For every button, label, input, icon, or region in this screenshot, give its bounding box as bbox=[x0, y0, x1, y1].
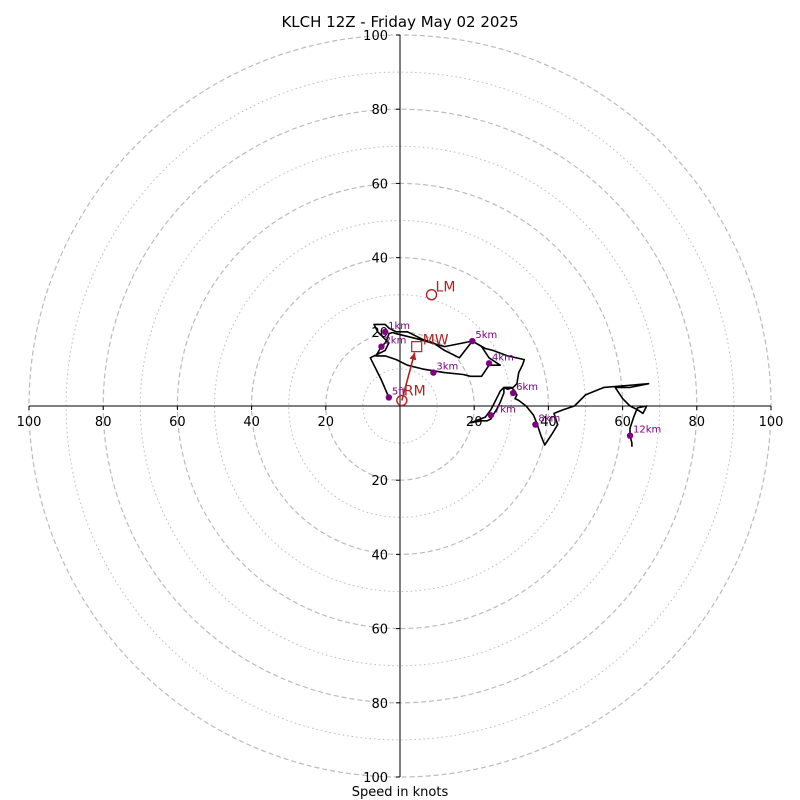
x-tick-label: 60 bbox=[614, 415, 631, 430]
tick-labels: 100 80 60 40 20 20 40 60 80 100100806040202040608… bbox=[17, 29, 784, 786]
x-tick-label: 80 bbox=[689, 415, 706, 430]
height-marker-5ft bbox=[385, 394, 393, 401]
height-marker-4km bbox=[485, 360, 493, 367]
x-tick-label: 40 bbox=[540, 415, 557, 430]
chart-title: KLCH 12Z - Friday May 02 2025 bbox=[281, 13, 518, 31]
mean-wind-marker bbox=[411, 341, 423, 353]
right-mover-marker bbox=[396, 394, 408, 407]
height-label-2km: 2km bbox=[384, 336, 406, 347]
height-marker-2km bbox=[378, 343, 385, 350]
height-marker-12km bbox=[626, 432, 634, 439]
y-tick-label: 40 bbox=[371, 548, 388, 563]
wind-trace bbox=[369, 323, 650, 447]
left-mover-marker bbox=[425, 289, 438, 301]
y-tick-label: 60 bbox=[371, 623, 388, 638]
height-marker-8km bbox=[532, 421, 539, 428]
y-tick-label: 100 bbox=[363, 771, 388, 786]
x-tick-label: 100 bbox=[17, 415, 42, 430]
height-marker-1km bbox=[381, 328, 389, 335]
right-mover-label: RM bbox=[404, 383, 426, 399]
height-label-8km: 8km bbox=[538, 414, 560, 425]
storm-motion: MW LM RM bbox=[396, 280, 456, 407]
left-mover-label: LM bbox=[436, 280, 456, 296]
height-label-5ft: 5ft bbox=[392, 386, 406, 397]
height-marker-5km bbox=[469, 337, 476, 345]
y-tick-label: 40 bbox=[371, 252, 388, 267]
storm-motion-arrow bbox=[401, 352, 416, 401]
axes bbox=[29, 35, 771, 777]
height-label-1km: 1km bbox=[388, 321, 410, 332]
height-label-3km: 3km bbox=[436, 362, 458, 373]
height-label-5km: 5km bbox=[475, 330, 497, 341]
x-tick-label: 20 bbox=[318, 415, 335, 430]
y-tick-label: 20 bbox=[371, 474, 388, 489]
height-marker-7km bbox=[487, 412, 495, 419]
height-marker-3km bbox=[430, 369, 437, 376]
x-tick-label: 80 bbox=[95, 415, 112, 430]
height-label-6km: 6km bbox=[516, 382, 538, 393]
x-tick-label: 100 bbox=[759, 415, 784, 430]
y-tick-label: 100 bbox=[363, 29, 388, 44]
height-label-4km: 4km bbox=[492, 352, 514, 363]
x-axis-label: Speed in knots bbox=[352, 785, 449, 800]
y-tick-label: 80 bbox=[371, 103, 388, 118]
storm-motion-arrow-head bbox=[409, 352, 417, 361]
x-tick-label: 40 bbox=[243, 415, 260, 430]
y-tick-label: 80 bbox=[371, 697, 388, 712]
hodograph-trace bbox=[369, 323, 650, 447]
height-marker-6km bbox=[509, 389, 517, 397]
mean-wind-label: MW bbox=[423, 333, 449, 349]
x-tick-label: 60 bbox=[169, 415, 186, 430]
y-tick-label: 60 bbox=[371, 177, 388, 192]
height-label-12km: 12km bbox=[633, 425, 661, 436]
height-label-7km: 7km bbox=[494, 404, 516, 415]
